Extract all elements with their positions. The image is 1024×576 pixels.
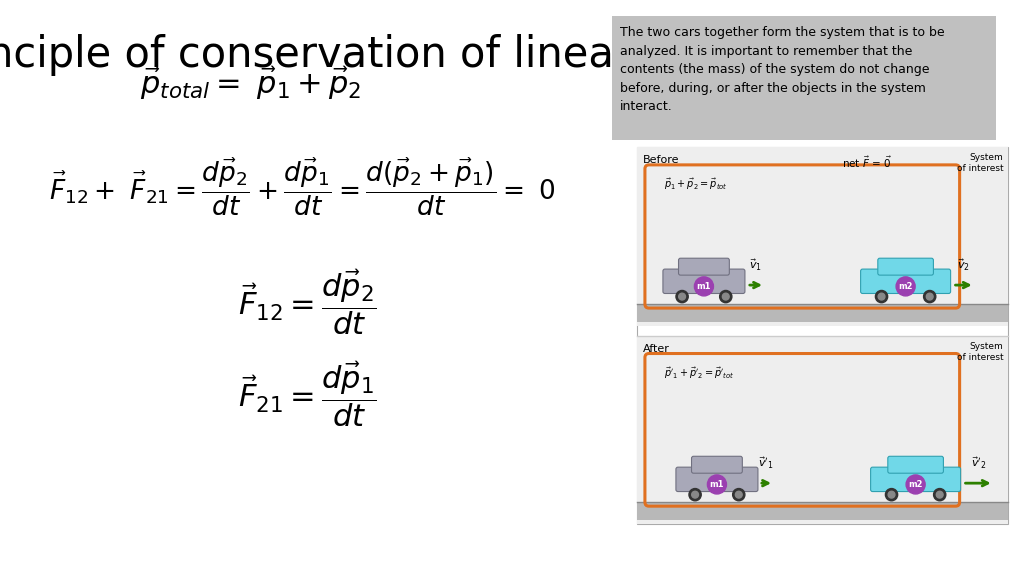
Circle shape xyxy=(924,290,936,303)
Bar xyxy=(637,147,1008,326)
Text: $\vec{p}_{total} = \ \vec{p}_1 + \vec{p}_2$: $\vec{p}_{total} = \ \vec{p}_1 + \vec{p}… xyxy=(140,65,361,102)
FancyBboxPatch shape xyxy=(888,456,943,473)
Text: System
of interest: System of interest xyxy=(957,342,1004,362)
Text: $\vec{p}'_1 + \vec{p}'_2 = \vec{p}'_{tot}$: $\vec{p}'_1 + \vec{p}'_2 = \vec{p}'_{tot… xyxy=(664,366,734,381)
Circle shape xyxy=(876,290,888,303)
FancyBboxPatch shape xyxy=(860,269,950,294)
FancyBboxPatch shape xyxy=(679,258,729,275)
Text: Principle of conservation of linear momentum: Principle of conservation of linear mome… xyxy=(0,34,886,75)
Circle shape xyxy=(689,488,701,501)
Circle shape xyxy=(927,293,933,300)
Text: System
of interest: System of interest xyxy=(957,153,1004,173)
Bar xyxy=(637,304,1008,322)
Circle shape xyxy=(906,475,925,494)
FancyBboxPatch shape xyxy=(870,467,961,491)
Text: $\vec{v}_1$: $\vec{v}_1$ xyxy=(750,257,763,273)
Text: $\vec{v}'_1$: $\vec{v}'_1$ xyxy=(758,456,774,471)
Circle shape xyxy=(708,475,726,494)
Text: net $\vec{F}$ = $\vec{0}$: net $\vec{F}$ = $\vec{0}$ xyxy=(842,155,892,170)
Text: $\vec{p}_1 + \vec{p}_2 = \vec{p}_{tot}$: $\vec{p}_1 + \vec{p}_2 = \vec{p}_{tot}$ xyxy=(664,177,728,192)
Text: After: After xyxy=(643,343,670,354)
Circle shape xyxy=(676,290,688,303)
Circle shape xyxy=(886,488,898,501)
Circle shape xyxy=(735,491,742,498)
Text: The two cars together form the system that is to be
analyzed. It is important to: The two cars together form the system th… xyxy=(621,26,945,113)
Circle shape xyxy=(679,293,685,300)
Text: m2: m2 xyxy=(898,282,912,291)
Circle shape xyxy=(732,488,744,501)
Circle shape xyxy=(888,491,895,498)
Text: m1: m1 xyxy=(710,480,724,489)
Text: m2: m2 xyxy=(908,480,923,489)
Text: $\vec{v}'_2$: $\vec{v}'_2$ xyxy=(971,456,986,471)
Circle shape xyxy=(934,488,946,501)
Circle shape xyxy=(722,293,729,300)
Bar xyxy=(637,147,1008,524)
FancyBboxPatch shape xyxy=(676,467,758,491)
Text: $\vec{v}_2$: $\vec{v}_2$ xyxy=(957,257,970,273)
Bar xyxy=(612,16,996,140)
Circle shape xyxy=(936,491,943,498)
Circle shape xyxy=(694,277,714,296)
Circle shape xyxy=(896,277,915,296)
Bar xyxy=(637,502,1008,520)
FancyBboxPatch shape xyxy=(663,269,744,294)
Text: $\vec{F}_{21} = \dfrac{d\vec{p}_1}{dt}$: $\vec{F}_{21} = \dfrac{d\vec{p}_1}{dt}$ xyxy=(238,360,377,429)
Text: m1: m1 xyxy=(696,282,712,291)
Circle shape xyxy=(691,491,698,498)
FancyBboxPatch shape xyxy=(878,258,934,275)
Circle shape xyxy=(720,290,732,303)
FancyBboxPatch shape xyxy=(691,456,742,473)
Text: Before: Before xyxy=(643,155,680,165)
Text: $\vec{F}_{12} = \dfrac{d\vec{p}_2}{dt}$: $\vec{F}_{12} = \dfrac{d\vec{p}_2}{dt}$ xyxy=(238,268,377,337)
Circle shape xyxy=(879,293,885,300)
Text: $\vec{F}_{12} + \ \vec{F}_{21} = \dfrac{d\vec{p}_2}{dt} + \dfrac{d\vec{p}_1}{dt}: $\vec{F}_{12} + \ \vec{F}_{21} = \dfrac{… xyxy=(49,156,555,218)
Bar xyxy=(637,335,1008,524)
